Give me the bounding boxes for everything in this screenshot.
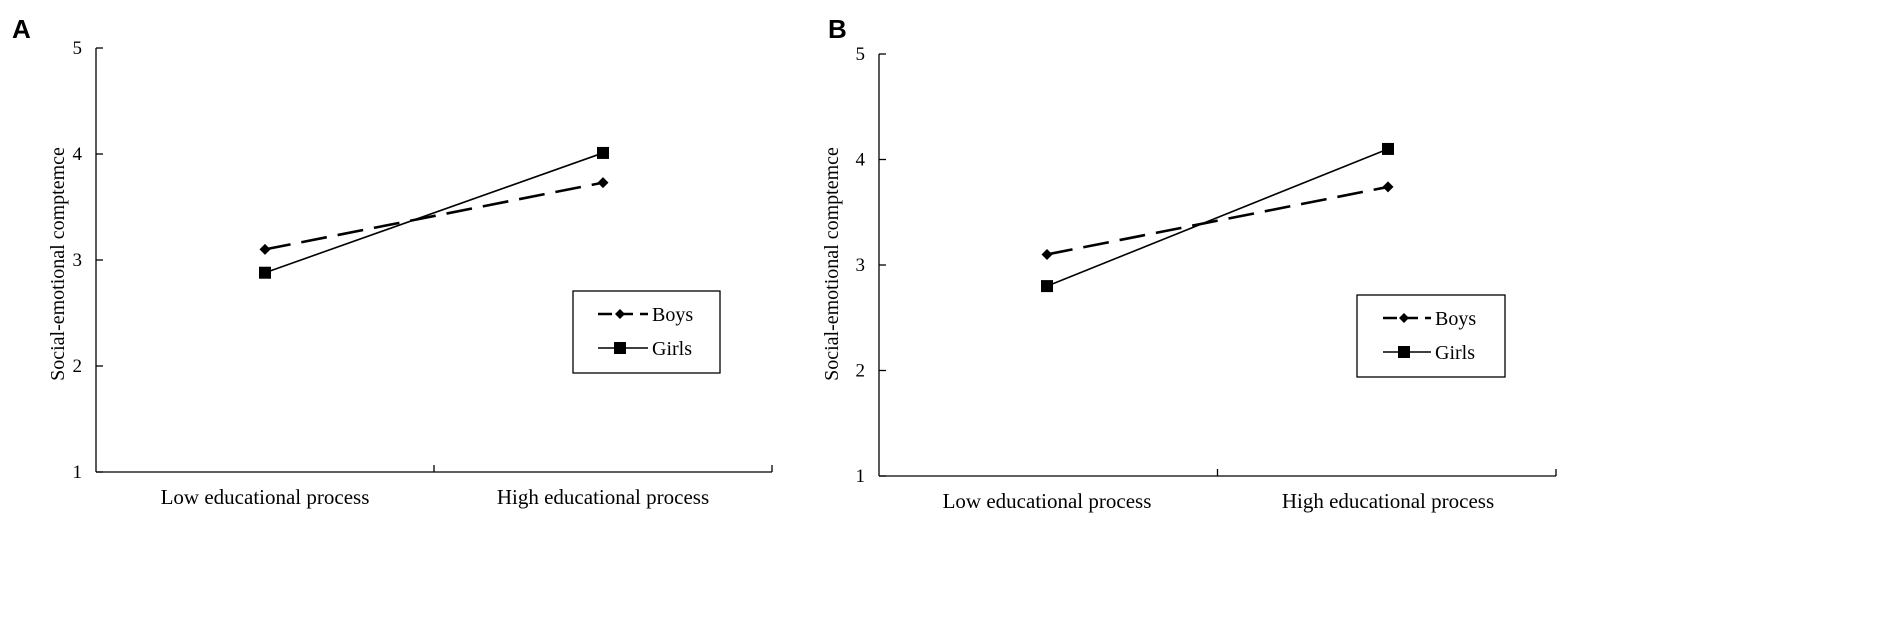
y-tick-label: 5 [73, 38, 83, 59]
y-tick-label: 2 [856, 361, 866, 382]
x-category-label: High educational process [497, 485, 709, 509]
panel-letter: B [828, 14, 847, 44]
legend-girls-marker [1398, 346, 1410, 358]
series-line-boys [264, 181, 604, 251]
y-axis-label: Social-emotional comptemce [821, 147, 843, 381]
legend: Boys Girls [1356, 294, 1506, 378]
series-group [259, 146, 609, 279]
legend-girls-label: Girls [1435, 342, 1475, 364]
legend-boys-marker [1399, 313, 1409, 323]
data-point-girls [597, 146, 609, 159]
y-ticks: 1 2 3 4 5 [73, 38, 103, 483]
y-tick-label: 2 [73, 356, 83, 377]
data-point-girls [1041, 280, 1053, 293]
data-point-boys [1041, 248, 1053, 260]
data-point-girls [1382, 142, 1394, 155]
legend: Boys Girls [572, 290, 721, 374]
legend-box [572, 290, 721, 374]
y-tick-label: 4 [856, 150, 866, 171]
data-point-girls [259, 266, 271, 279]
y-tick-label: 3 [856, 255, 866, 276]
legend-boys-label: Boys [1435, 308, 1476, 330]
panel-letter: A [12, 14, 31, 44]
y-tick-label: 4 [73, 144, 83, 165]
series-group [1041, 142, 1394, 293]
x-category-label: High educational process [1282, 489, 1494, 513]
y-ticks: 1 2 3 4 5 [856, 44, 886, 487]
y-tick-label: 3 [73, 250, 83, 271]
y-tick-label: 5 [856, 44, 866, 65]
legend-boys-marker [615, 309, 625, 319]
panel-b: B Social-emotional comptemce 1 2 3 4 5 Low e… [821, 14, 1557, 513]
x-ticks: Low educational process High educational … [943, 469, 1557, 513]
series-line-boys [1046, 185, 1389, 256]
series-line-girls [1046, 148, 1389, 287]
y-tick-label: 1 [856, 466, 866, 487]
data-point-boys [597, 177, 609, 189]
legend-boys-label: Boys [652, 304, 693, 326]
y-tick-label: 1 [73, 462, 83, 483]
x-category-label: Low educational process [161, 485, 370, 509]
x-category-label: Low educational process [943, 489, 1152, 513]
legend-girls-label: Girls [652, 338, 692, 360]
legend-girls-marker [614, 342, 626, 354]
data-point-boys [259, 243, 271, 255]
legend-box [1356, 294, 1506, 378]
series-line-girls [264, 152, 604, 274]
panel-a: A Social-emotional comptemce 1 2 3 4 5 Low e… [12, 14, 773, 509]
y-axis-label: Social-emotional comptemce [47, 147, 69, 381]
data-point-boys [1382, 181, 1394, 193]
x-ticks: Low educational process High educational … [161, 465, 773, 509]
